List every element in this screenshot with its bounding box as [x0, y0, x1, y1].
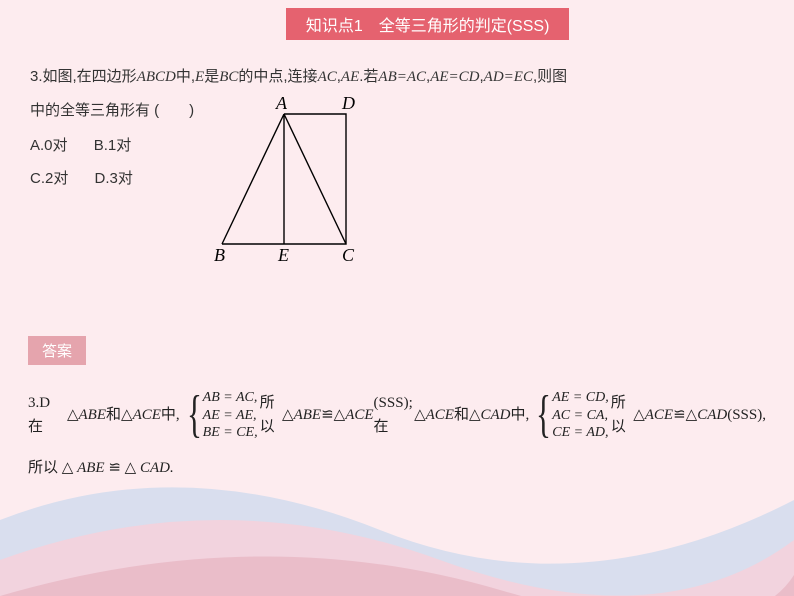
ans-and: 和: [106, 403, 121, 427]
q-text: 是: [204, 60, 219, 93]
triangle-symbol: △: [469, 403, 481, 427]
q-var: AE: [341, 61, 359, 94]
question-block: 3. 如图,在四边形 ABCD 中, E 是 BC 的中点,连接 AC , AE…: [0, 40, 794, 276]
geometry-figure: A D B E C: [204, 94, 369, 276]
q-number: 3.: [30, 60, 43, 93]
q-eq: AB=AC: [378, 61, 426, 94]
knowledge-point-header: 知识点1 全等三角形的判定(SSS): [286, 8, 570, 40]
ans-tri: ACE: [645, 403, 673, 427]
figure-label-e: E: [277, 245, 289, 264]
ans-tri: ACE: [426, 403, 454, 427]
header-text: 知识点1 全等三角形的判定(SSS): [306, 18, 550, 35]
ans-tri: ABE: [294, 403, 322, 427]
triangle-symbol: △: [334, 403, 346, 427]
ans-and: 和: [454, 403, 469, 427]
ans-tri: CAD: [481, 403, 511, 427]
triangle-symbol: △: [67, 403, 79, 427]
option-d: D.3对: [95, 170, 133, 187]
sys2-l1: AE = CD,: [552, 390, 609, 405]
ans-sss2: (SSS),: [727, 403, 766, 427]
ans-tri: ACE: [133, 403, 161, 427]
sys2-l3: CE = AD,: [552, 425, 608, 440]
ans-tri: ABE: [77, 460, 105, 476]
ans-tri: ACE: [345, 403, 373, 427]
option-a: A.0对: [30, 137, 68, 154]
ans-tri: ABE: [79, 403, 107, 427]
triangle-symbol: △: [686, 403, 698, 427]
ans-mid: 中,: [511, 403, 530, 427]
q-text: ,则图: [533, 60, 567, 93]
q-text: 的中点,连接: [238, 60, 317, 93]
sys2-l2: AC = CA,: [552, 408, 608, 423]
triangle-symbol: △: [62, 460, 74, 476]
figure-label-a: A: [275, 94, 288, 113]
figure-label-c: C: [342, 245, 355, 264]
congruent-symbol: ≌: [108, 460, 121, 476]
answer-body: 3.D 在 △ ABE 和 △ ACE 中, { AB = AC, AE = A…: [0, 365, 794, 480]
q-text: 中,: [176, 60, 195, 93]
q-text: .若: [359, 60, 378, 93]
q-line2-text: 中的全等三角形有 ( ): [30, 94, 194, 127]
answer-tag-text: 答案: [42, 343, 72, 360]
triangle-symbol: △: [125, 460, 137, 476]
q-var: AC: [318, 61, 337, 94]
option-c: C.2对: [30, 170, 68, 187]
figure-label-b: B: [214, 245, 225, 264]
answer-tag: 答案: [28, 336, 86, 365]
options: A.0对 B.1对 C.2对 D.3对: [30, 129, 155, 195]
sys1-l1: AB = AC,: [203, 390, 258, 405]
left-brace-icon: {: [187, 389, 202, 442]
congruent-symbol: ≌: [673, 403, 686, 427]
ans-tri: CAD.: [140, 460, 174, 476]
left-brace-icon: {: [536, 389, 551, 442]
q-var: ABCD: [137, 61, 176, 94]
q-text: 如图,在四边形: [43, 60, 137, 93]
triangle-symbol: △: [282, 403, 294, 427]
ans-so: 所以: [611, 391, 633, 439]
triangle-symbol: △: [414, 403, 426, 427]
sys1-l2: AE = AE,: [203, 408, 257, 423]
q-eq: AE=CD: [430, 61, 479, 94]
equation-system-1: { AB = AC, AE = AE, BE = CE,: [182, 389, 258, 442]
sys1-l3: BE = CE,: [203, 425, 258, 440]
equation-system-2: { AE = CD, AC = CA, CE = AD,: [531, 389, 608, 442]
triangle-symbol: △: [633, 403, 645, 427]
ans-mid: 中,: [161, 403, 180, 427]
option-b: B.1对: [94, 137, 132, 154]
question-stem-line1: 3. 如图,在四边形 ABCD 中, E 是 BC 的中点,连接 AC , AE…: [30, 60, 764, 94]
ans-sss: (SSS);在: [374, 391, 415, 439]
q-var: BC: [219, 61, 238, 94]
ans-so: 所以: [260, 391, 282, 439]
q-eq: AD=EC: [484, 61, 533, 94]
triangle-symbol: △: [121, 403, 133, 427]
ans-line2a: 所以: [28, 460, 58, 476]
ans-prefix: 3.D 在: [28, 391, 67, 439]
question-stem-line2: 中的全等三角形有 ( ) A.0对 B.1对 C.2对 D.3对: [30, 94, 764, 276]
ans-tri: CAD: [697, 403, 727, 427]
figure-label-d: D: [341, 94, 355, 113]
congruent-symbol: ≌: [321, 403, 334, 427]
q-var: E: [195, 61, 204, 94]
